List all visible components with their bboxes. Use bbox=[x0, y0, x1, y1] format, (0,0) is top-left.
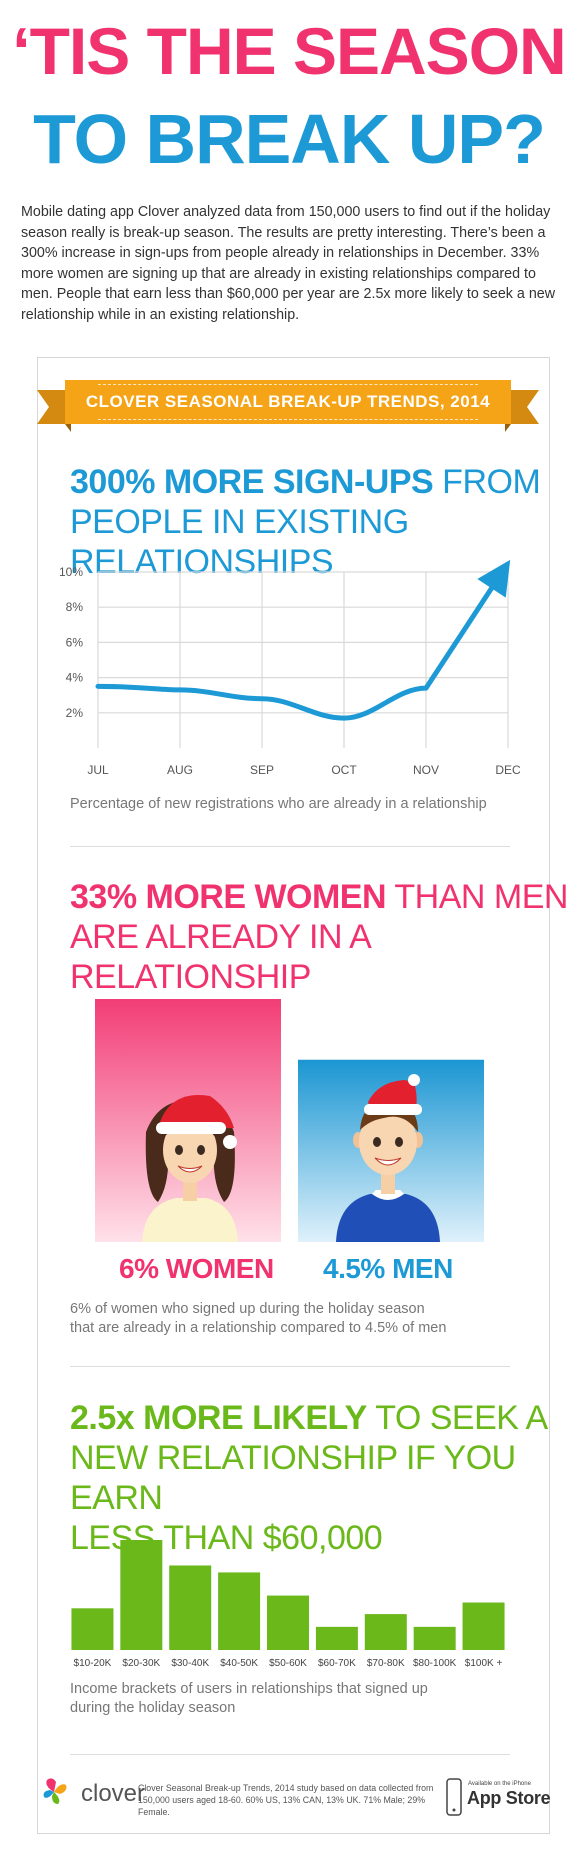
banner-label: CLOVER SEASONAL BREAK-UP TRENDS, 2014 bbox=[85, 392, 491, 411]
intro-paragraph: Mobile dating app Clover analyzed data f… bbox=[21, 204, 556, 323]
section3-caption-line2: during the holiday season bbox=[70, 1700, 236, 1716]
section1-title: 300% MORE SIGN-UPS FROM PEOPLE IN EXISTI… bbox=[70, 462, 578, 582]
income-bracket-label: $20-30K bbox=[122, 1658, 160, 1669]
footer-note: Clover Seasonal Break-up Trends, 2014 st… bbox=[138, 1783, 434, 1817]
banner-ribbon-ends bbox=[37, 390, 539, 432]
income-bracket-label: $50-60K bbox=[269, 1658, 307, 1669]
appstore-badge[interactable]: App Store bbox=[467, 1788, 551, 1808]
section3-title: 2.5x MORE LIKELY TO SEEK A NEW RELATIONS… bbox=[70, 1398, 578, 1558]
men-percentage-label: 4.5% MEN bbox=[323, 1253, 453, 1284]
registrations-line-chart: 2% 4% 6% 8% 10% JUL AUG SEP OCT NOV DEC bbox=[59, 559, 521, 777]
income-bar bbox=[462, 1602, 505, 1650]
section2-caption-line2: that are already in a relationship compa… bbox=[70, 1320, 447, 1336]
x-tick-label: DEC bbox=[495, 763, 521, 777]
title-line-1: ‘TIS THE SEASON bbox=[12, 14, 566, 88]
income-bar bbox=[267, 1595, 309, 1650]
y-tick-label: 6% bbox=[66, 635, 84, 649]
income-bar bbox=[315, 1626, 358, 1650]
y-tick-label: 10% bbox=[59, 565, 83, 579]
y-tick-label: 4% bbox=[66, 671, 84, 685]
section2-title: 33% MORE WOMEN THAN MEN ARE ALREADY IN A… bbox=[70, 877, 578, 997]
section1-title-line2: PEOPLE IN EXISTING RELATIONSHIPS bbox=[70, 503, 409, 581]
section2-title-bold: 33% MORE WOMEN bbox=[70, 878, 387, 916]
line-arrow-head bbox=[477, 559, 511, 598]
income-bar bbox=[120, 1540, 163, 1650]
section2-title-line2: ARE ALREADY IN A RELATIONSHIP bbox=[70, 918, 370, 996]
divider-3 bbox=[70, 1754, 510, 1755]
clover-brand: clover bbox=[81, 1780, 146, 1807]
y-tick-label: 2% bbox=[66, 706, 84, 720]
divider-1 bbox=[70, 846, 510, 847]
income-bracket-label: $60-70K bbox=[318, 1658, 356, 1669]
x-tick-label: OCT bbox=[331, 763, 357, 777]
section3-title-rest: TO SEEK A bbox=[375, 1399, 548, 1437]
income-bar bbox=[169, 1565, 212, 1650]
section3-caption-line1: Income brackets of users in relationship… bbox=[70, 1681, 428, 1697]
income-bracket-label: $30-40K bbox=[171, 1658, 209, 1669]
y-tick-label: 8% bbox=[66, 600, 84, 614]
income-bar bbox=[364, 1614, 407, 1650]
section3-title-line2: NEW RELATIONSHIP IF YOU EARN bbox=[70, 1439, 516, 1517]
x-tick-label: AUG bbox=[167, 763, 193, 777]
income-bar bbox=[218, 1572, 261, 1650]
section1-title-bold: 300% MORE SIGN-UPS bbox=[70, 463, 434, 501]
section3-caption: Income brackets of users in relationship… bbox=[70, 1680, 428, 1718]
title-line-2: TO BREAK UP? bbox=[33, 100, 546, 178]
income-bracket-label: $10-20K bbox=[74, 1658, 112, 1669]
gender-bar-chart bbox=[95, 999, 484, 1242]
income-bar bbox=[71, 1608, 114, 1650]
x-tick-label: JUL bbox=[87, 763, 109, 777]
income-bracket-label: $80-100K bbox=[413, 1658, 457, 1669]
woman-avatar-icon bbox=[142, 1095, 238, 1242]
income-bar-chart: $10-20K $20-30K $30-40K $40-50K $50-60K $60-7… bbox=[71, 1540, 505, 1669]
section2-caption-line1: 6% of women who signed up during the hol… bbox=[70, 1301, 425, 1317]
section2-title-rest: THAN MEN bbox=[394, 878, 568, 916]
x-tick-label: NOV bbox=[413, 763, 439, 777]
man-avatar-icon bbox=[336, 1074, 440, 1242]
x-tick-label: SEP bbox=[250, 763, 274, 777]
section1-caption: Percentage of new registrations who are … bbox=[70, 796, 487, 812]
income-bar bbox=[413, 1626, 456, 1650]
income-bracket-label: $70-80K bbox=[367, 1658, 405, 1669]
banner: CLOVER SEASONAL BREAK-UP TRENDS, 2014 bbox=[37, 380, 539, 432]
divider-2 bbox=[70, 1366, 510, 1367]
section2-caption: 6% of women who signed up during the hol… bbox=[70, 1300, 446, 1338]
income-bracket-label: $40-50K bbox=[220, 1658, 258, 1669]
section1-title-rest: FROM bbox=[442, 463, 541, 501]
women-percentage-label: 6% WOMEN bbox=[119, 1253, 274, 1284]
appstore-available-text[interactable]: Available on the iPhone bbox=[468, 1781, 531, 1787]
income-bracket-label: $100K + bbox=[465, 1658, 503, 1669]
section3-title-bold: 2.5x MORE LIKELY bbox=[70, 1399, 367, 1437]
